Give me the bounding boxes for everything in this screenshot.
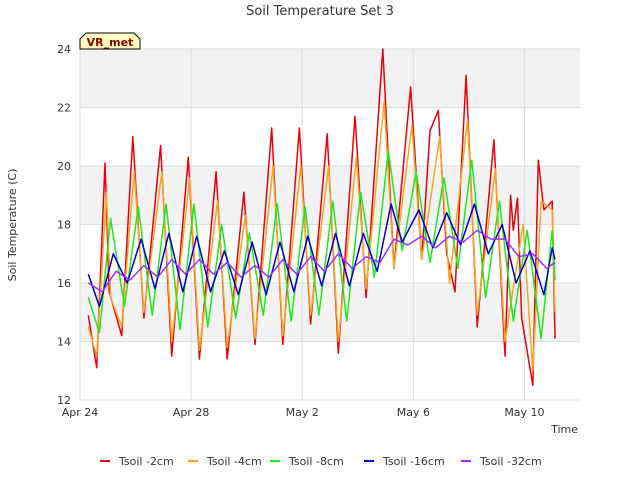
series-line-tsoil-16cm <box>87 203 556 308</box>
x-tick-label: Apr 24 <box>62 406 99 419</box>
x-tick-label: Apr 28 <box>173 406 210 419</box>
badge-shape <box>79 32 141 50</box>
legend-label: Tsoil -2cm <box>118 455 174 468</box>
x-tick-label: May 6 <box>397 406 430 419</box>
grid-band <box>80 107 580 166</box>
x-tick-labels: Apr 24 Apr 28 May 2 May 6 May 10 <box>62 406 545 419</box>
series-line-tsoil-32cm <box>87 229 556 293</box>
y-axis-label: Soil Temperature (C) <box>6 169 19 282</box>
y-tick-labels: 12 14 16 18 20 22 24 <box>57 43 71 407</box>
y-tick-label: 14 <box>57 336 71 349</box>
x-axis-label: Time <box>550 423 578 436</box>
badge-label: VR_met <box>87 36 134 49</box>
legend-label: Tsoil -4cm <box>206 455 262 468</box>
grid-band <box>80 283 580 342</box>
chart-title: Soil Temperature Set 3 <box>246 4 394 19</box>
y-tick-label: 18 <box>57 219 71 232</box>
legend-label: Tsoil -16cm <box>382 455 445 468</box>
series-line-tsoil-4cm <box>87 100 556 372</box>
series-line-tsoil-8cm <box>87 150 556 340</box>
y-tick-label: 24 <box>57 43 71 56</box>
y-tick-label: 16 <box>57 277 71 290</box>
series-lines <box>87 48 556 387</box>
legend: Tsoil -2cm Tsoil -4cm Tsoil -8cm Tsoil -16c… <box>100 455 542 468</box>
site-badge: VR_met <box>79 32 141 50</box>
legend-label: Tsoil -32cm <box>479 455 542 468</box>
x-tick-label: May 10 <box>504 406 544 419</box>
grid-band <box>80 341 580 400</box>
grid-band <box>80 49 580 108</box>
y-tick-label: 12 <box>57 394 71 407</box>
y-tick-label: 20 <box>57 160 71 173</box>
x-tick-label: May 2 <box>286 406 319 419</box>
legend-label: Tsoil -8cm <box>288 455 344 468</box>
y-tick-label: 22 <box>57 102 71 115</box>
